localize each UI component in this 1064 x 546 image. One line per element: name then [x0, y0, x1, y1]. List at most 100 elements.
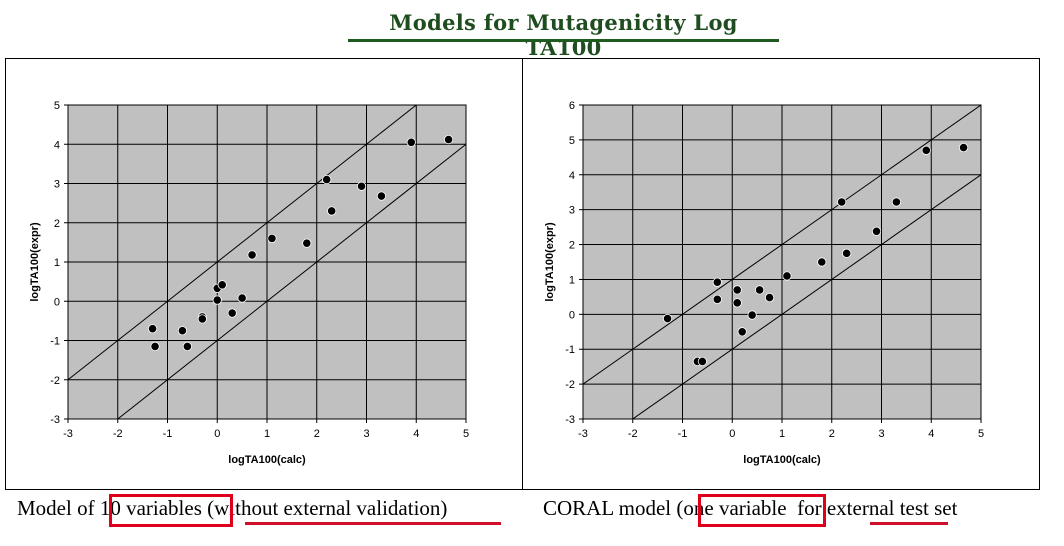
tick-label-x: 4	[413, 428, 419, 440]
tick-label-y: 4	[54, 139, 60, 151]
tick-label-y: 0	[54, 296, 60, 308]
reference-line	[68, 105, 418, 381]
data-point	[732, 298, 742, 308]
data-point	[177, 326, 188, 336]
data-point	[327, 206, 337, 216]
tick-label-x: 2	[829, 428, 835, 440]
data-point	[837, 197, 847, 207]
data-point	[237, 293, 247, 303]
tick-label-y: 1	[569, 274, 575, 286]
data-point	[227, 308, 237, 318]
tick-label-y: 2	[54, 218, 60, 230]
data-point	[197, 314, 207, 324]
chart-panel-coral: -3 -2 -1 0 1 2 3 4 5 -3 -2 -1 0 1 2 3 4 5 6 logTA100(calc) l…	[522, 58, 1040, 490]
tick-label-y: -3	[565, 414, 575, 426]
data-point	[247, 250, 257, 260]
data-point	[697, 356, 707, 367]
data-point	[302, 238, 312, 248]
tick-label-y: -3	[50, 414, 60, 426]
tick-label-x: -3	[578, 428, 588, 440]
underline-external	[870, 522, 948, 525]
tick-label-x: -1	[163, 428, 173, 440]
tick-label-y: -2	[565, 379, 575, 391]
data-point	[764, 292, 775, 303]
tick-label-x: -1	[678, 428, 688, 440]
caption-left: Model of 10 variables (without external …	[17, 496, 447, 521]
data-point	[755, 285, 765, 295]
data-point	[921, 145, 931, 155]
tick-label-x: 0	[729, 428, 735, 440]
caption-left-mid: (	[201, 496, 215, 520]
data-point	[322, 174, 332, 185]
caption-right-mid: for	[786, 496, 827, 520]
data-point	[712, 294, 722, 304]
tick-label-x: 5	[978, 428, 984, 440]
data-point	[732, 285, 742, 295]
data-point	[817, 257, 827, 267]
data-point	[747, 310, 757, 320]
title-underline	[348, 39, 779, 42]
tick-label-y: 2	[569, 240, 575, 252]
data-point	[212, 295, 222, 305]
tick-label-y: 3	[569, 205, 575, 217]
caption-right-post: test set	[894, 496, 958, 520]
tick-label-x: 1	[779, 428, 785, 440]
x-axis-label: logTA100(calc)	[743, 454, 821, 466]
chart-panel-10-variables: -3 -2 -1 0 1 2 3 4 5 -3 -2 -1 0 1 2 3 4 5 logTA100(calc) lo…	[5, 58, 523, 490]
tick-label-x: 0	[214, 428, 220, 440]
title-text: Models for Mutagenicity Log TA100	[389, 10, 738, 60]
y-axis-label: logTA100(expr)	[544, 222, 556, 302]
tick-label-x: 3	[363, 428, 369, 440]
caption-left-post: )	[440, 496, 448, 520]
tick-label-y: 4	[569, 170, 575, 182]
data-point	[150, 341, 160, 351]
y-axis-label: logTA100(expr)	[29, 222, 41, 302]
data-point	[443, 134, 454, 145]
tick-label-x: 1	[264, 428, 270, 440]
tick-label-y: 5	[569, 135, 575, 147]
caption-left-pre: Model of	[17, 496, 100, 520]
tick-label-x: -2	[113, 428, 123, 440]
tick-label-y: -2	[50, 375, 60, 387]
data-point	[782, 271, 792, 281]
caption-right-pre: CORAL model (	[543, 496, 684, 520]
tick-label-y: 0	[569, 309, 575, 321]
underline-without-external-validation	[245, 522, 501, 525]
data-point	[712, 277, 722, 287]
data-point	[217, 280, 227, 290]
data-point	[958, 142, 969, 153]
scatter-chart-10-variables: -3 -2 -1 0 1 2 3 4 5 -3 -2 -1 0 1 2 3 4 5 logTA100(calc) lo…	[29, 100, 469, 466]
highlight-box-one-variable	[698, 494, 826, 527]
caption-left-underlined: without external validation	[214, 496, 441, 520]
tick-label-y: 1	[54, 257, 60, 269]
tick-label-x: 5	[463, 428, 469, 440]
data-point	[871, 226, 882, 236]
tick-label-x: 2	[314, 428, 320, 440]
reference-line	[116, 143, 466, 419]
data-point	[376, 191, 387, 201]
reference-line	[583, 105, 981, 385]
reference-line	[631, 174, 981, 419]
data-point	[737, 327, 747, 337]
tick-label-y: 5	[54, 100, 60, 112]
highlight-box-10-variables	[109, 494, 233, 527]
tick-label-y: 6	[569, 100, 575, 112]
page-title: Models for Mutagenicity Log TA100	[348, 10, 779, 60]
data-point	[147, 324, 158, 334]
data-point	[267, 233, 277, 244]
tick-label-y: -1	[50, 336, 60, 348]
tick-label-x: 4	[928, 428, 934, 440]
tick-label-y: 3	[54, 179, 60, 191]
tick-label-x: 3	[878, 428, 884, 440]
data-point	[182, 341, 192, 351]
tick-label-y: -1	[565, 344, 575, 356]
data-point	[891, 197, 902, 207]
caption-right-underlined: external	[826, 496, 895, 520]
x-axis-label: logTA100(calc)	[228, 454, 306, 466]
data-point	[842, 248, 852, 258]
scatter-chart-coral: -3 -2 -1 0 1 2 3 4 5 -3 -2 -1 0 1 2 3 4 5 6 logTA100(calc) l…	[544, 100, 984, 466]
data-point	[356, 181, 367, 191]
tick-label-x: -3	[63, 428, 73, 440]
tick-label-x: -2	[628, 428, 638, 440]
data-point	[406, 137, 416, 147]
